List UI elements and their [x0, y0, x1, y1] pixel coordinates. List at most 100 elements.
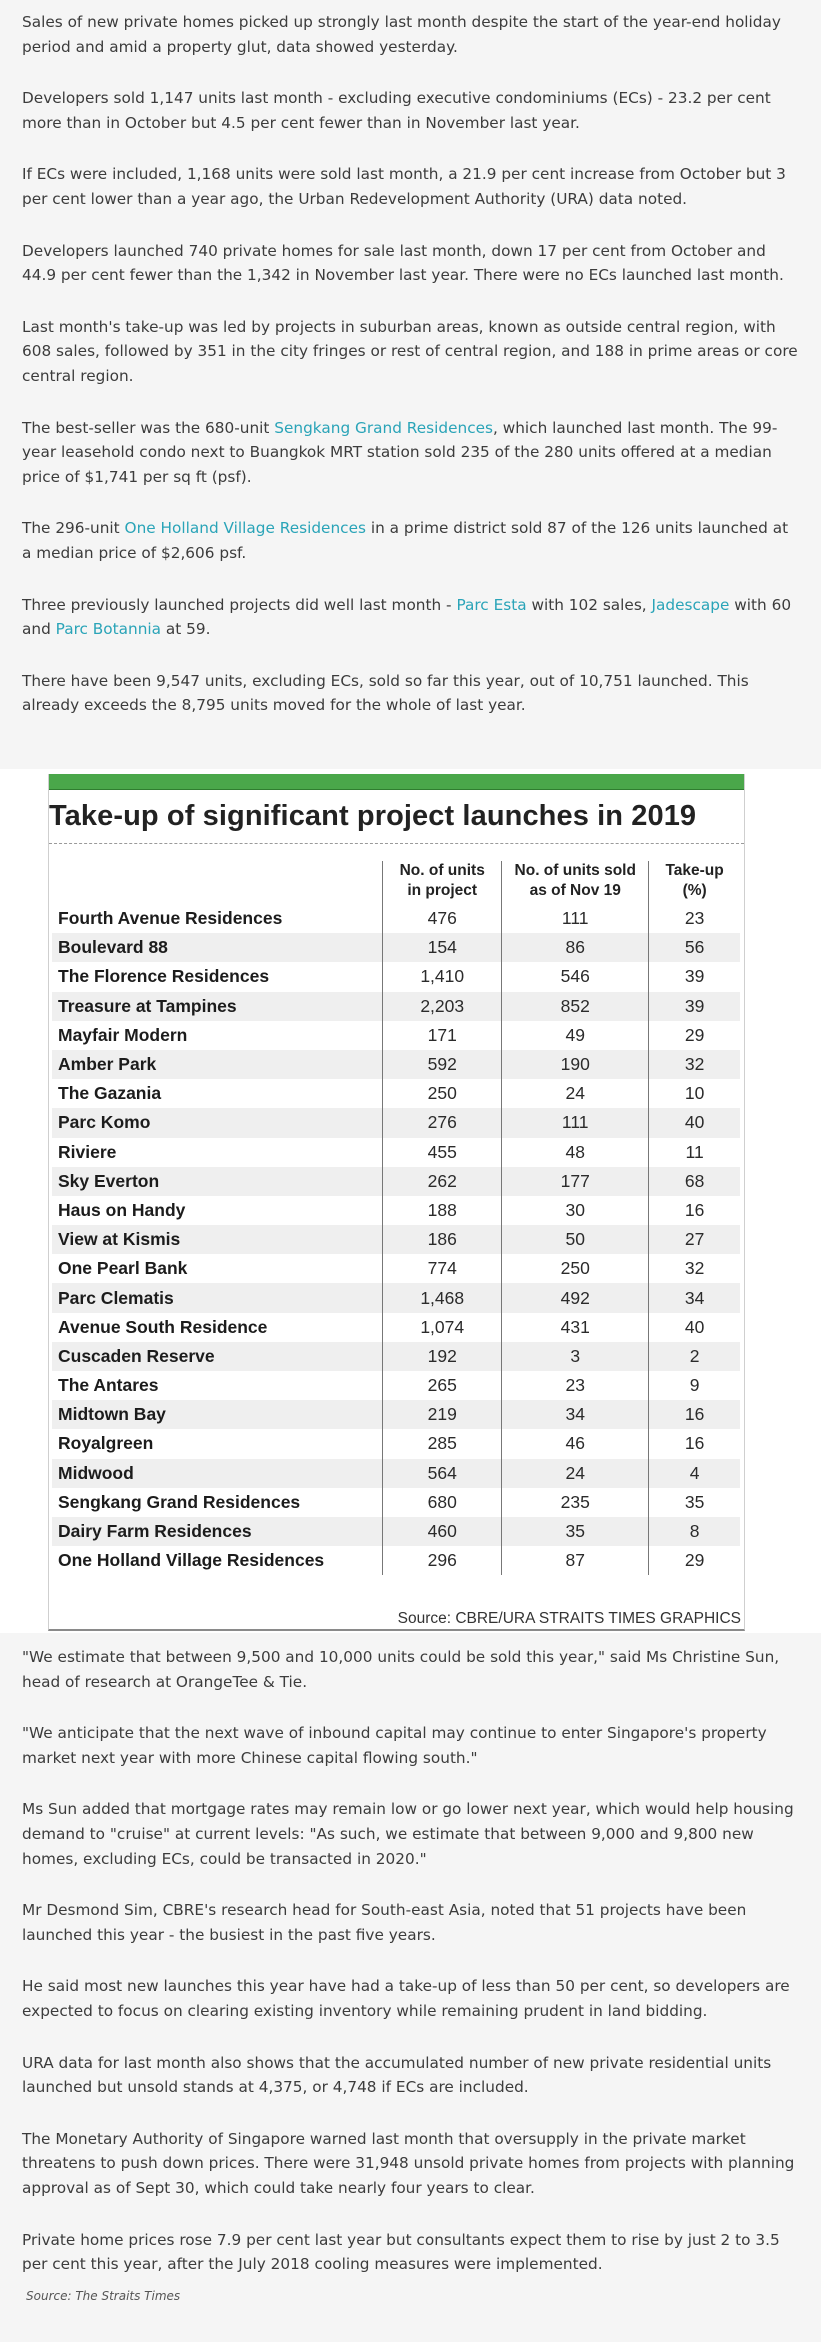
infographic: Take-up of significant project launches … [0, 769, 821, 1633]
project-link[interactable]: Parc Esta [456, 595, 527, 614]
take-up-percent: 29 [648, 1020, 740, 1050]
article-paragraph: He said most new launches this year have… [22, 1977, 790, 2020]
table-row: The Gazania 250 24 10 [52, 1079, 740, 1109]
units-sold: 50 [501, 1225, 649, 1255]
units-in-project: 680 [382, 1487, 502, 1517]
project-name: The Gazania [52, 1079, 383, 1109]
units-in-project: 186 [382, 1225, 502, 1255]
paragraph-text: with 102 sales, [526, 595, 652, 614]
source-credit: Source: The Straits Times [26, 2288, 181, 2303]
paragraph-text: , which launched last month. The 99-year… [22, 418, 778, 486]
paragraph-text: Last month's take-up was led by projects… [22, 317, 798, 385]
paragraph-text: Developers launched 740 private homes fo… [22, 241, 784, 285]
project-link[interactable]: Sengkang Grand Residences [274, 418, 493, 437]
units-sold: 24 [501, 1458, 649, 1488]
paragraph-text: with 60 and [22, 595, 792, 639]
units-sold: 86 [501, 933, 649, 963]
article-paragraph: URA data for last month also shows that … [22, 2053, 772, 2097]
project-name: Sengkang Grand Residences [52, 1487, 383, 1517]
take-up-percent: 29 [648, 1546, 740, 1576]
table-row: Fourth Avenue Residences 476 111 23 [52, 904, 740, 934]
article-paragraph: The 296-unit One Holland Village Residen… [22, 516, 799, 565]
article-paragraph: Developers sold 1,147 units last month -… [22, 86, 799, 135]
article-body: "We estimate that between 9,500 and 10,0… [0, 1645, 821, 2303]
table-row: Boulevard 88 154 86 56 [52, 933, 740, 963]
units-sold: 87 [501, 1546, 649, 1576]
units-sold: 48 [501, 1137, 649, 1167]
table-row: Amber Park 592 190 32 [52, 1049, 740, 1080]
units-in-project: 2,203 [382, 991, 502, 1021]
take-up-percent: 16 [648, 1400, 740, 1430]
units-in-project: 276 [382, 1108, 502, 1138]
article-outro: "We estimate that between 9,500 and 10,0… [0, 1645, 821, 2277]
paragraph-text: at 59. [161, 620, 211, 639]
paragraph-text: Three previously launched projects did w… [22, 595, 457, 614]
article-paragraph: Developers launched 740 private homes fo… [22, 239, 799, 288]
project-link[interactable]: One Holland Village Residences [124, 519, 366, 538]
take-up-percent: 56 [648, 933, 740, 963]
take-up-percent: 11 [648, 1137, 740, 1167]
units-in-project: 171 [382, 1020, 502, 1050]
project-name: Mayfair Modern [52, 1020, 383, 1050]
units-sold: 431 [501, 1312, 649, 1342]
project-link[interactable]: Parc Botannia [55, 620, 162, 639]
units-in-project: 154 [382, 933, 502, 963]
units-sold: 177 [501, 1166, 649, 1196]
project-name: Midwood [52, 1458, 383, 1488]
header-project [52, 861, 383, 904]
table-row: Midwood 564 24 4 [52, 1458, 740, 1488]
units-sold: 190 [501, 1049, 649, 1080]
units-in-project: 262 [382, 1166, 502, 1196]
table-row: View at Kismis 186 50 27 [52, 1225, 740, 1255]
project-name: Dairy Farm Residences [52, 1516, 383, 1547]
take-up-percent: 34 [648, 1283, 740, 1313]
units-in-project: 192 [382, 1341, 502, 1371]
units-sold: 35 [501, 1516, 649, 1547]
units-in-project: 265 [382, 1371, 502, 1401]
units-sold: 852 [501, 991, 649, 1021]
article-paragraph: If ECs were included, 1,168 units were s… [22, 162, 799, 211]
article-paragraph: "We anticipate that the next wave of inb… [22, 1724, 767, 1767]
project-link[interactable]: Jadescape [651, 595, 730, 614]
units-sold: 3 [501, 1341, 649, 1371]
units-in-project: 1,410 [382, 962, 502, 992]
table-row: Sengkang Grand Residences 680 235 35 [52, 1487, 740, 1517]
table-row: Parc Clematis 1,468 492 34 [52, 1283, 740, 1313]
units-sold: 250 [501, 1254, 649, 1284]
units-sold: 23 [501, 1371, 649, 1401]
project-name: Amber Park [52, 1049, 383, 1080]
project-name: One Holland Village Residences [52, 1546, 383, 1576]
units-in-project: 188 [382, 1195, 502, 1226]
project-name: Haus on Handy [52, 1195, 383, 1226]
units-in-project: 460 [382, 1516, 502, 1547]
table-row: Cuscaden Reserve 192 3 2 [52, 1341, 740, 1371]
header-units: No. of units in project [382, 861, 502, 904]
table-row: Sky Everton 262 177 68 [52, 1166, 740, 1196]
table-title: Take-up of significant project launches … [49, 800, 697, 832]
units-in-project: 455 [382, 1137, 502, 1167]
take-up-percent: 68 [648, 1166, 740, 1196]
article-paragraph: There have been 9,547 units, excluding E… [22, 669, 799, 718]
article-paragraph: Last month's take-up was led by projects… [22, 315, 799, 389]
take-up-percent: 27 [648, 1225, 740, 1255]
units-sold: 30 [501, 1195, 649, 1226]
project-name: Sky Everton [52, 1166, 383, 1196]
units-in-project: 1,074 [382, 1312, 502, 1342]
take-up-percent: 32 [648, 1049, 740, 1080]
units-sold: 49 [501, 1020, 649, 1050]
header-sold: No. of units sold as of Nov 19 [501, 861, 649, 904]
take-up-percent: 2 [648, 1341, 740, 1371]
table-row: Midtown Bay 219 34 16 [52, 1400, 740, 1430]
take-up-percent: 40 [648, 1108, 740, 1138]
article-paragraph: The Monetary Authority of Singapore warn… [22, 2129, 795, 2197]
table-row: The Florence Residences 1,410 546 39 [52, 962, 740, 992]
units-in-project: 564 [382, 1458, 502, 1488]
graphic-source: Source: CBRE/URA STRAITS TIMES GRAPHICS [397, 1610, 741, 1627]
project-name: The Antares [52, 1371, 383, 1401]
units-in-project: 285 [382, 1429, 502, 1459]
units-in-project: 219 [382, 1400, 502, 1430]
units-sold: 46 [501, 1429, 649, 1459]
project-name: View at Kismis [52, 1225, 383, 1255]
units-in-project: 250 [382, 1079, 502, 1109]
table-row: One Holland Village Residences 296 87 29 [52, 1546, 740, 1576]
